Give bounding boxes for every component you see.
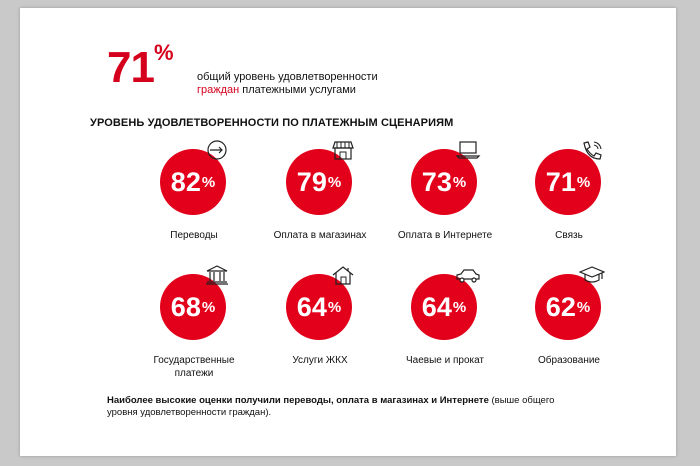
scenario-label: Оплата в Интернете [397, 230, 493, 241]
overall-satisfaction-caption: общий уровень удовлетворенности граждан … [197, 71, 378, 96]
scenario-label: Переводы [170, 230, 218, 241]
percent-circle: 68% [160, 274, 226, 340]
graduation-cap-icon [579, 264, 605, 286]
scenario-tile-shops: 79% Оплата в магазинах [255, 141, 385, 269]
scenario-tile-tips-rental: 64% Чаевые и прокат [380, 269, 510, 394]
percent-circle: 62% [535, 274, 601, 340]
government-building-icon [204, 264, 230, 286]
document-page: 71% общий уровень удовлетворенности граж… [20, 8, 676, 456]
scenario-tile-government: 68% Государственные платежи [129, 265, 259, 394]
scenario-label: Услуги ЖКХ [292, 355, 348, 366]
accent-word: граждан [197, 84, 240, 96]
phone-icon [579, 139, 605, 161]
section-title: УРОВЕНЬ УДОВЛЕТВОРЕННОСТИ ПО ПЛАТЕЖНЫМ С… [90, 117, 454, 129]
scenario-label: Связь [555, 230, 583, 241]
scenario-tile-transfers: 82% Переводы [129, 140, 259, 269]
percent-circle: 64% [286, 274, 352, 340]
shop-icon [330, 139, 356, 161]
scenario-label: Оплата в магазинах [273, 230, 367, 241]
scenario-label: Образование [538, 355, 600, 366]
scenario-tile-education: 62% Образование [504, 266, 634, 394]
footnote: Наиболее высокие оценки получили перевод… [107, 395, 555, 418]
scenario-tile-utilities: 64% Услуги ЖКХ [255, 266, 385, 394]
laptop-icon [455, 139, 481, 161]
percent-circle: 73% [411, 149, 477, 215]
percent-circle: 79% [286, 149, 352, 215]
scenario-tile-internet: 73% Оплата в Интернете [380, 141, 510, 269]
transfer-icon [204, 139, 230, 161]
scenario-label: Государственные платежи [153, 355, 235, 379]
overall-satisfaction-percent: 71% [107, 40, 173, 92]
scenario-tile-telecom: 71% Связь [504, 141, 634, 269]
house-icon [330, 264, 356, 286]
percent-circle: 64% [411, 274, 477, 340]
percent-circle: 71% [535, 149, 601, 215]
percent-circle: 82% [160, 149, 226, 215]
scenario-label: Чаевые и прокат [405, 355, 485, 366]
car-icon [455, 264, 481, 286]
